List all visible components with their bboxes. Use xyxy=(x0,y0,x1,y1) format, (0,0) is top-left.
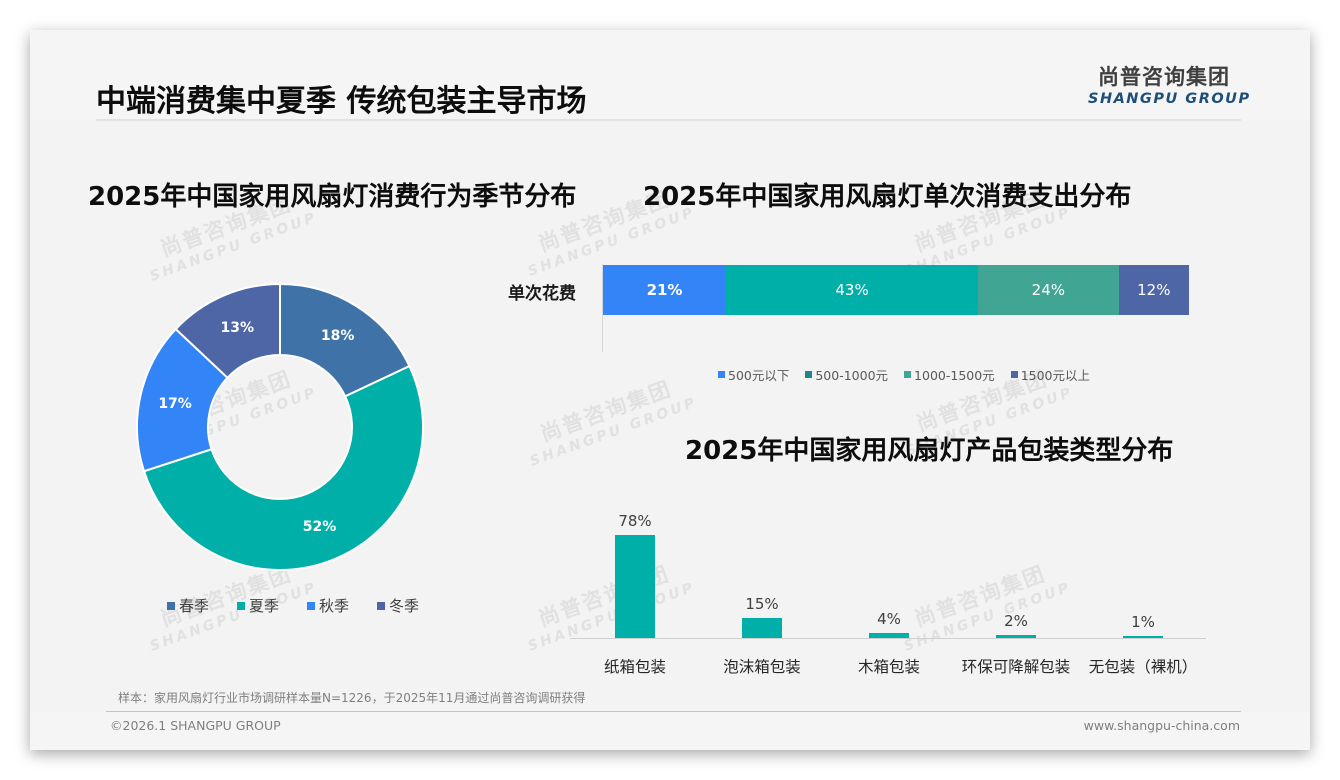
footer-divider xyxy=(106,711,1241,712)
page-title: 中端消费集中夏季 传统包装主导市场 xyxy=(96,84,587,119)
packaging-column-chart: 78% 纸箱包装 15% 泡沫箱包装 4% 木箱包装 2% 环保可降解包装 1% 无包装（裸机） xyxy=(570,500,1206,680)
legend-item-under-500: 500元以下 xyxy=(718,365,789,384)
legend-label: 春季 xyxy=(179,597,210,615)
donut-slice-spring xyxy=(279,282,411,398)
logo-en-text: SHANGPU GROUP xyxy=(1088,91,1251,107)
column-bar xyxy=(1123,636,1163,638)
packaging-chart-title: 2025年中国家用风扇灯产品包装类型分布 xyxy=(685,436,1174,466)
legend-item-500-1000: 500-1000元 xyxy=(805,365,888,384)
season-chart-title: 2025年中国家用风扇灯消费行为季节分布 xyxy=(88,182,577,212)
column-value-label: 78% xyxy=(618,511,652,530)
legend-label: 1500元以上 xyxy=(1020,368,1090,383)
donut-label-spring: 18% xyxy=(320,328,355,345)
copyright-text: ©2026.1 SHANGPU GROUP xyxy=(110,718,281,733)
donut-graphic xyxy=(136,282,424,572)
legend-swatch xyxy=(718,371,725,378)
donut-slice-summer xyxy=(142,364,424,572)
donut-label-autumn: 17% xyxy=(158,395,192,412)
legend-swatch xyxy=(377,601,386,610)
column-category-label: 泡沫箱包装 xyxy=(723,658,801,676)
donut-slice-winter xyxy=(174,282,281,380)
column-value-label: 2% xyxy=(1004,612,1028,631)
legend-item-summer: 夏季 xyxy=(237,595,279,616)
legend-swatch xyxy=(1010,371,1018,378)
column-bar xyxy=(996,635,1036,638)
legend-swatch xyxy=(307,601,316,610)
segment-500-1000: 43% xyxy=(726,265,979,315)
column-bar xyxy=(869,632,909,638)
category-axis xyxy=(602,264,603,352)
footer-band xyxy=(30,712,1310,750)
column-bar xyxy=(615,534,655,638)
legend-label: 1000-1500元 xyxy=(914,368,995,383)
company-logo: 尚普咨询集团 SHANGPU GROUP xyxy=(1088,64,1251,108)
legend-item-over-1500: 1500元以上 xyxy=(1010,365,1090,384)
slide: 中端消费集中夏季 传统包装主导市场 尚普咨询集团 SHANGPU GROUP 尚… xyxy=(30,30,1310,750)
legend-swatch xyxy=(167,601,175,610)
segment-under-500: 21% xyxy=(603,265,727,315)
legend-swatch xyxy=(237,601,246,610)
column-bar xyxy=(742,618,782,638)
slide-header xyxy=(30,30,1310,120)
donut-label-winter: 13% xyxy=(220,320,255,337)
legend-item-winter: 冬季 xyxy=(377,595,419,616)
column-category-label: 木箱包装 xyxy=(857,658,920,676)
column-value-label: 15% xyxy=(745,595,779,614)
legend-swatch xyxy=(904,371,912,378)
column-value-label: 1% xyxy=(1131,613,1155,631)
spending-chart-title: 2025年中国家用风扇灯单次消费支出分布 xyxy=(643,182,1132,212)
category-label: 单次花费 xyxy=(508,284,576,304)
column-category-label: 环保可降解包装 xyxy=(961,658,1071,676)
spending-legend: 500元以下 500-1000元 1000-1500元 1500元以上 xyxy=(718,365,1106,384)
column-category-label: 纸箱包装 xyxy=(603,658,666,676)
sample-footnote: 样本：家用风扇灯行业市场调研样本量N=1226，于2025年11月通过尚普咨询调… xyxy=(118,691,586,705)
logo-cn-text: 尚普咨询集团 xyxy=(1098,65,1230,89)
legend-label: 500-1000元 xyxy=(815,368,889,383)
legend-item-autumn: 秋季 xyxy=(307,595,349,616)
legend-label: 冬季 xyxy=(389,597,420,615)
donut-label-summer: 52% xyxy=(302,518,337,535)
legend-label: 夏季 xyxy=(249,597,280,615)
title-divider xyxy=(96,119,1241,121)
column-value-label: 4% xyxy=(877,609,901,628)
legend-label: 500元以下 xyxy=(728,368,790,383)
legend-item-spring: 春季 xyxy=(167,595,209,616)
legend-item-1000-1500: 1000-1500元 xyxy=(904,365,995,384)
column-category-label: 无包装（裸机） xyxy=(1088,658,1198,676)
watermark: 尚普咨询集团 SHANGPU GROUP xyxy=(527,376,700,470)
segment-over-1500: 12% xyxy=(1118,265,1189,315)
legend-swatch xyxy=(805,371,813,378)
website-link[interactable]: www.shangpu-china.com xyxy=(1083,718,1240,733)
segment-1000-1500: 24% xyxy=(978,265,1119,315)
season-donut-chart: 18% 52% 17% 13% xyxy=(135,282,425,572)
season-legend: 春季 夏季 秋季 冬季 xyxy=(167,595,447,616)
x-axis-line xyxy=(570,638,1206,639)
legend-label: 秋季 xyxy=(319,597,350,615)
spending-stacked-bar: 21% 43% 24% 12% xyxy=(603,265,1189,315)
donut-slice-autumn xyxy=(136,327,229,473)
